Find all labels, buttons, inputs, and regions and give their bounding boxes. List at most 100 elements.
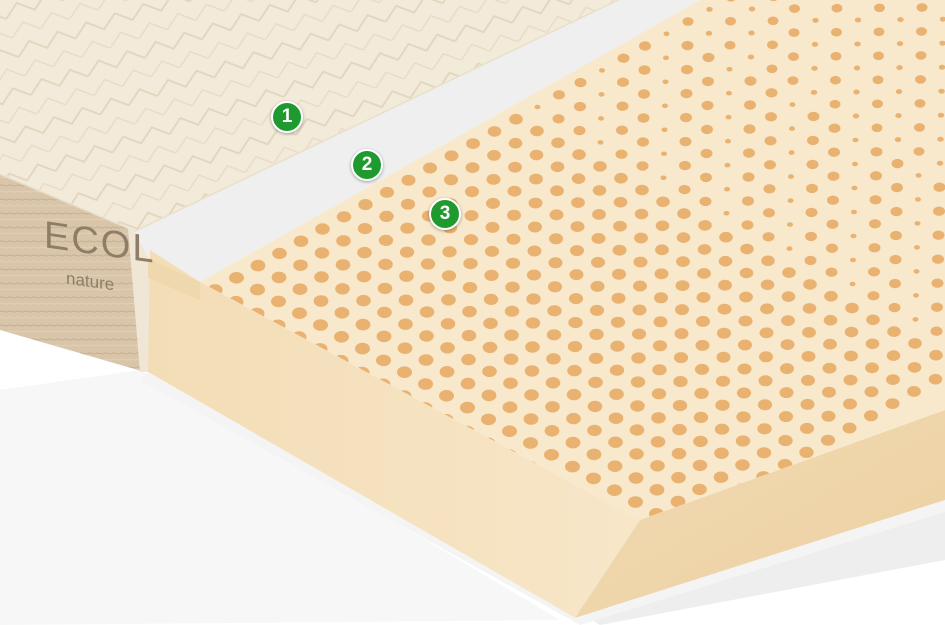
pore: [680, 112, 692, 123]
pore: [896, 41, 904, 47]
pore: [804, 255, 817, 266]
layer-marker-3[interactable]: 3: [429, 198, 461, 230]
pore: [567, 341, 583, 353]
layer-marker-1[interactable]: 1: [271, 101, 303, 133]
pore: [788, 174, 794, 179]
pore: [651, 412, 666, 424]
pore: [423, 162, 437, 174]
pore: [825, 267, 838, 277]
pore: [869, 195, 882, 205]
pore: [852, 161, 858, 167]
pore: [851, 185, 858, 191]
pore: [726, 66, 733, 72]
pore: [811, 41, 819, 47]
pore: [523, 437, 538, 449]
pore: [766, 64, 778, 74]
pore: [379, 186, 395, 198]
pore: [715, 375, 731, 387]
pore: [614, 172, 628, 184]
pore: [780, 339, 795, 350]
pore: [842, 422, 857, 434]
pore: [444, 174, 458, 186]
pore: [822, 362, 837, 374]
pore: [418, 378, 433, 390]
pore: [662, 79, 669, 85]
cover-side-fabric: [0, 175, 145, 372]
pore: [737, 363, 752, 375]
pore: [692, 483, 707, 496]
pore: [524, 389, 539, 401]
pore: [399, 246, 415, 258]
pore: [700, 148, 713, 159]
pore: [440, 318, 456, 330]
pore: [757, 399, 773, 411]
pore: [824, 290, 838, 302]
pore: [593, 161, 607, 172]
pore: [674, 328, 689, 340]
pore: [650, 460, 665, 472]
pore: [613, 220, 627, 232]
pore: [547, 305, 562, 317]
pore: [528, 197, 543, 209]
pore: [763, 208, 775, 218]
pore: [652, 364, 667, 376]
pore: [609, 388, 624, 400]
pore: [529, 173, 543, 185]
pore: [484, 245, 500, 257]
pore: [502, 401, 518, 414]
pore: [503, 353, 519, 365]
pore: [695, 339, 710, 351]
pore: [865, 362, 879, 374]
pore: [696, 315, 710, 327]
pore: [787, 198, 794, 203]
pore: [440, 342, 455, 354]
pore: [293, 259, 308, 271]
pore: [588, 376, 603, 389]
pore: [682, 17, 694, 26]
pore: [742, 196, 754, 206]
pore: [482, 365, 497, 378]
pore: [916, 27, 927, 36]
pore: [421, 234, 436, 246]
pore: [781, 291, 796, 302]
pore: [617, 53, 630, 63]
pore: [336, 235, 351, 247]
pore: [845, 302, 859, 314]
pore: [357, 246, 372, 259]
pore: [868, 243, 881, 253]
pore: [661, 127, 668, 133]
pore: [616, 101, 629, 111]
layer-marker-2[interactable]: 2: [351, 149, 383, 181]
pore: [672, 423, 687, 436]
pore: [867, 291, 880, 301]
pore: [439, 390, 454, 402]
pore: [673, 352, 689, 364]
pore: [465, 186, 479, 198]
pore: [483, 293, 499, 305]
pore: [660, 175, 667, 181]
pore: [680, 88, 693, 99]
pore: [716, 351, 731, 363]
pore: [937, 136, 944, 142]
pore: [461, 353, 476, 366]
pore: [485, 221, 500, 233]
pore: [671, 447, 687, 460]
pore: [589, 304, 605, 316]
pore: [334, 331, 349, 343]
pore: [652, 340, 668, 352]
pore: [799, 446, 814, 458]
pore: [314, 247, 330, 259]
pore: [356, 270, 372, 283]
pore: [401, 174, 416, 186]
pore: [914, 245, 920, 250]
pore: [526, 293, 541, 305]
pore: [636, 161, 649, 171]
pore: [524, 365, 540, 377]
pore: [800, 398, 815, 410]
pore: [889, 278, 901, 289]
pore: [546, 329, 562, 341]
pore: [888, 302, 901, 313]
pore: [756, 447, 772, 459]
pore: [422, 186, 437, 198]
pore: [743, 148, 755, 158]
